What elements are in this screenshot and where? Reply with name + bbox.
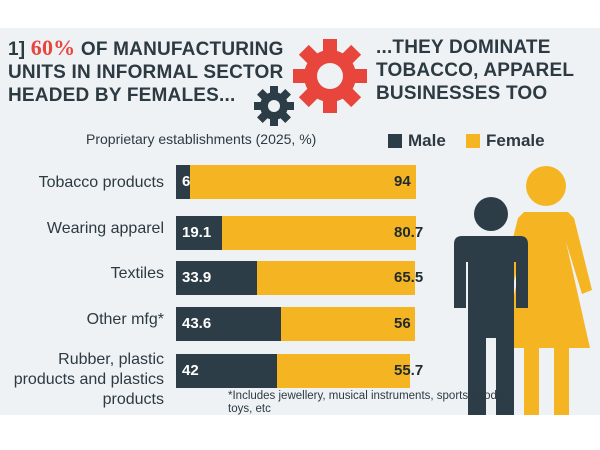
legend-male-swatch	[388, 134, 402, 148]
legend-female-label: Female	[486, 131, 545, 150]
bar-female	[276, 354, 411, 388]
infographic-panel: 1] 60% OF MANUFACTURING UNITS IN INFORMA…	[0, 28, 600, 415]
gear-icon	[293, 39, 367, 113]
value-label-female: 94	[394, 173, 411, 190]
bar-male	[176, 354, 277, 388]
value-label-female: 65.5	[394, 269, 424, 286]
bar-female	[280, 307, 416, 341]
value-label-female: 56	[394, 315, 411, 332]
category-label: Rubber, plastic products and plastics pr…	[13, 351, 164, 408]
bar-female	[257, 261, 415, 295]
value-label-male: 42	[182, 362, 199, 379]
footnote: *Includes jewellery, musical instruments…	[228, 390, 506, 415]
male-figure-icon	[454, 197, 528, 415]
category-label: Textiles	[110, 265, 164, 282]
legend-female-swatch	[466, 134, 480, 148]
headline-right: ...THEY DOMINATE TOBACCO, APPAREL BUSINE…	[376, 37, 574, 104]
value-label-male: 6	[182, 173, 191, 190]
chart-title: Proprietary establishments (2025, %)	[86, 131, 317, 147]
headline-left: 1] 60% OF MANUFACTURING UNITS IN INFORMA…	[8, 36, 298, 107]
bar-male	[176, 261, 258, 295]
value-label-female: 80.7	[394, 224, 424, 241]
bar-female	[221, 216, 416, 250]
category-label: Tobacco products	[38, 174, 164, 191]
headline-prefix: 1]	[8, 39, 31, 60]
category-label: Wearing apparel	[46, 220, 164, 237]
value-label-male: 33.9	[182, 269, 212, 286]
value-label-male: 19.1	[182, 224, 212, 241]
bar-male	[176, 165, 191, 199]
category-label: Other mfg*	[86, 311, 164, 328]
headline-left-text: OF MANUFACTURING UNITS IN INFORMAL SECTO…	[8, 39, 284, 106]
bar-female	[190, 165, 416, 199]
gear-icon	[254, 86, 294, 126]
bar-male	[176, 307, 281, 341]
bar-male	[176, 216, 222, 250]
value-label-female: 55.7	[394, 362, 424, 379]
legend-male-label: Male	[408, 131, 446, 150]
value-label-male: 43.6	[182, 315, 212, 332]
headline-highlight: 60%	[30, 35, 76, 60]
